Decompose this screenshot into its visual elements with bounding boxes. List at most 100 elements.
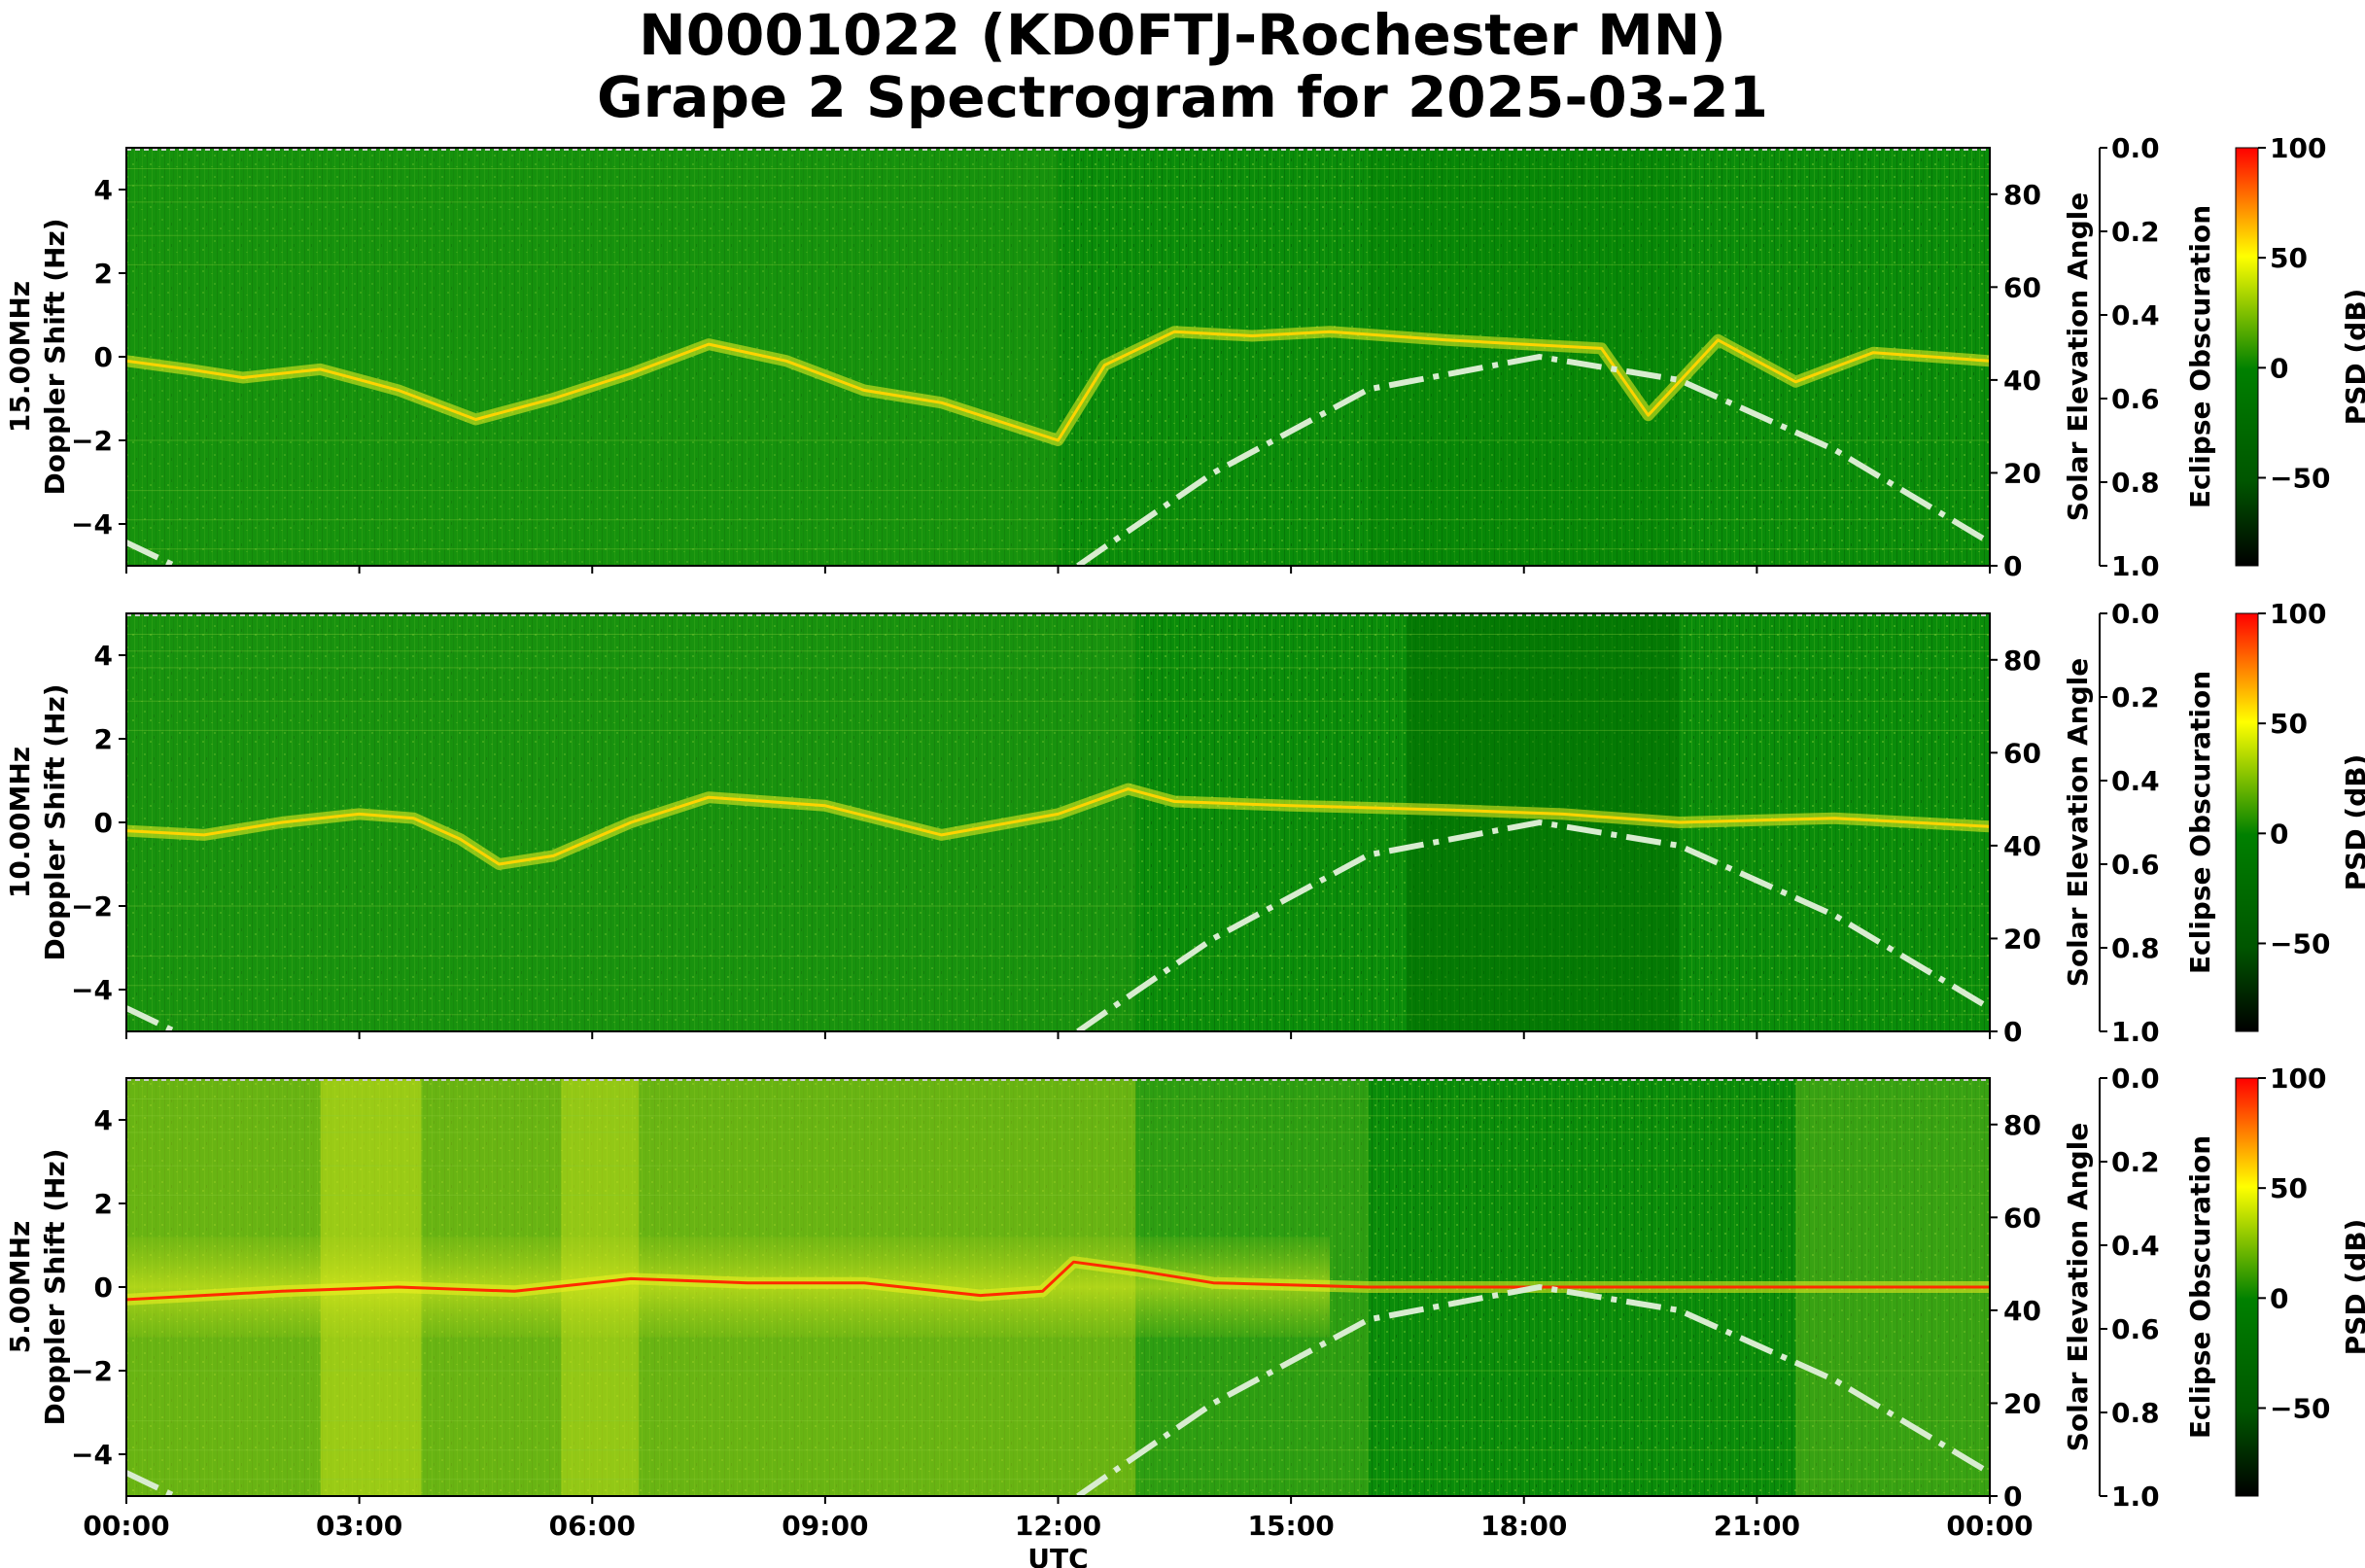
elevation-tick-label: 40 (2003, 1295, 2041, 1327)
eclipse-tick-label: 0.0 (2111, 1063, 2160, 1095)
colorbar-label: PSD (dB) (2340, 754, 2365, 891)
x-tick-label: 09:00 (782, 1510, 868, 1542)
y-tick-label: 4 (94, 174, 113, 206)
y-tick-label: −4 (71, 1439, 113, 1471)
y-tick-label: 2 (94, 1188, 113, 1220)
eclipse-tick-label: 0.6 (2111, 1313, 2160, 1345)
x-tick-label: 06:00 (549, 1510, 636, 1542)
spectrogram-panel-1: 420−2−415.00MHz Doppler Shift (Hz)0204060… (4, 132, 2365, 582)
eclipse-axis-label: Eclipse Obscuration (2184, 1135, 2216, 1439)
colorbar-tick-label: 100 (2270, 598, 2326, 630)
elevation-tick-label: 0 (2003, 1481, 2022, 1513)
eclipse-tick-label: 0.0 (2111, 598, 2160, 630)
colorbar-tick-label: −50 (2270, 927, 2330, 959)
spectrogram-background (126, 148, 1990, 566)
elevation-axis-label: Solar Elevation Angle (2062, 658, 2094, 987)
eclipse-tick-label: 0.0 (2111, 132, 2160, 164)
y-tick-label: −2 (71, 1355, 113, 1387)
x-tick-label: 15:00 (1248, 1510, 1335, 1542)
y-tick-label: 0 (94, 1272, 113, 1304)
y-label-frequency: 10.00MHz (4, 747, 36, 898)
y-label-frequency: 15.00MHz (4, 281, 36, 433)
elevation-tick-label: 0 (2003, 550, 2022, 582)
eclipse-axis-label: Eclipse Obscuration (2184, 205, 2216, 508)
eclipse-tick-label: 0.6 (2111, 849, 2160, 881)
eclipse-tick-label: 0.8 (2111, 932, 2160, 964)
y-axis-label: Doppler Shift (Hz) (39, 1148, 71, 1425)
chart-title-line-2: Grape 2 Spectrogram for 2025-03-21 (597, 64, 1768, 130)
chart-title-line-1: N0001022 (KD0FTJ-Rochester MN) (639, 2, 1726, 68)
colorbar-tick-label: −50 (2270, 462, 2330, 494)
colorbar-tick-label: 100 (2270, 132, 2326, 164)
elevation-tick-label: 20 (2003, 457, 2041, 489)
elevation-tick-label: 80 (2003, 645, 2041, 677)
y-tick-label: 4 (94, 640, 113, 672)
colorbar-tick-label: 0 (2270, 352, 2288, 384)
elevation-tick-label: 80 (2003, 1109, 2041, 1141)
y-tick-label: 2 (94, 258, 113, 290)
doppler-trace (125, 787, 1991, 866)
elevation-tick-label: 80 (2003, 179, 2041, 211)
colorbar-label: PSD (dB) (2340, 289, 2365, 426)
colorbar-tick-label: 100 (2270, 1063, 2326, 1095)
elevation-tick-label: 20 (2003, 1387, 2041, 1419)
elevation-tick-label: 0 (2003, 1016, 2022, 1048)
night-noise-region (126, 148, 1059, 566)
y-tick-label: −2 (71, 425, 113, 457)
y-tick-label: 2 (94, 723, 113, 755)
eclipse-tick-label: 0.4 (2111, 765, 2160, 797)
solar-elevation-curve (126, 1283, 1990, 1496)
elevation-tick-label: 20 (2003, 923, 2041, 955)
x-tick-label: 03:00 (316, 1510, 402, 1542)
x-tick-label: 12:00 (1015, 1510, 1101, 1542)
eclipse-tick-label: 0.4 (2111, 299, 2160, 331)
eclipse-tick-label: 0.8 (2111, 467, 2160, 499)
eclipse-axis-label: Eclipse Obscuration (2184, 671, 2216, 974)
x-tick-label: 21:00 (1714, 1510, 1800, 1542)
solar-elevation-curve (126, 819, 1990, 1031)
solar-elevation-curve (126, 353, 1990, 566)
elevation-tick-label: 60 (2003, 737, 2041, 769)
y-tick-label: 0 (94, 341, 113, 373)
elevation-tick-label: 60 (2003, 1202, 2041, 1234)
elevation-axis-label: Solar Elevation Angle (2062, 192, 2094, 521)
eclipse-tick-label: 0.2 (2111, 216, 2160, 248)
colorbar-tick-label: 50 (2270, 242, 2308, 274)
x-tick-label: 00:00 (83, 1510, 169, 1542)
eclipse-tick-label: 0.4 (2111, 1230, 2160, 1262)
y-tick-label: 4 (94, 1104, 113, 1136)
elevation-tick-label: 40 (2003, 365, 2041, 397)
x-tick-label: 00:00 (1946, 1510, 2033, 1542)
colorbar (2235, 147, 2259, 567)
spectrogram-panel-2: 420−2−410.00MHz Doppler Shift (Hz)0204060… (4, 598, 2365, 1048)
y-tick-label: −4 (71, 508, 113, 540)
y-tick-label: −4 (71, 974, 113, 1006)
doppler-trace (125, 330, 1991, 442)
colorbar-tick-label: 50 (2270, 1172, 2308, 1204)
y-axis-label: Doppler Shift (Hz) (39, 218, 71, 495)
spectrogram-panel-3: 420−2−45.00MHz Doppler Shift (Hz)02040608… (4, 1063, 2365, 1542)
y-label-frequency: 5.00MHz (4, 1221, 36, 1354)
elevation-tick-label: 60 (2003, 271, 2041, 303)
x-axis-label: UTC (1027, 1543, 1088, 1568)
colorbar-tick-label: 0 (2270, 818, 2288, 850)
y-tick-label: 0 (94, 807, 113, 839)
eclipse-tick-label: 0.2 (2111, 681, 2160, 714)
eclipse-tick-label: 1.0 (2111, 1016, 2160, 1048)
eclipse-tick-label: 1.0 (2111, 1481, 2160, 1513)
colorbar (2235, 612, 2259, 1032)
colorbar (2235, 1077, 2259, 1497)
colorbar-tick-label: 0 (2270, 1282, 2288, 1314)
elevation-tick-label: 40 (2003, 830, 2041, 862)
colorbar-label: PSD (dB) (2340, 1219, 2365, 1356)
x-tick-label: 18:00 (1480, 1510, 1567, 1542)
eclipse-tick-label: 0.2 (2111, 1146, 2160, 1178)
elevation-axis-label: Solar Elevation Angle (2062, 1123, 2094, 1451)
y-tick-label: −2 (71, 890, 113, 923)
eclipse-tick-label: 0.6 (2111, 383, 2160, 415)
y-axis-label: Doppler Shift (Hz) (39, 683, 71, 960)
eclipse-tick-label: 0.8 (2111, 1397, 2160, 1429)
eclipse-tick-label: 1.0 (2111, 550, 2160, 582)
doppler-trace (125, 1260, 1990, 1302)
